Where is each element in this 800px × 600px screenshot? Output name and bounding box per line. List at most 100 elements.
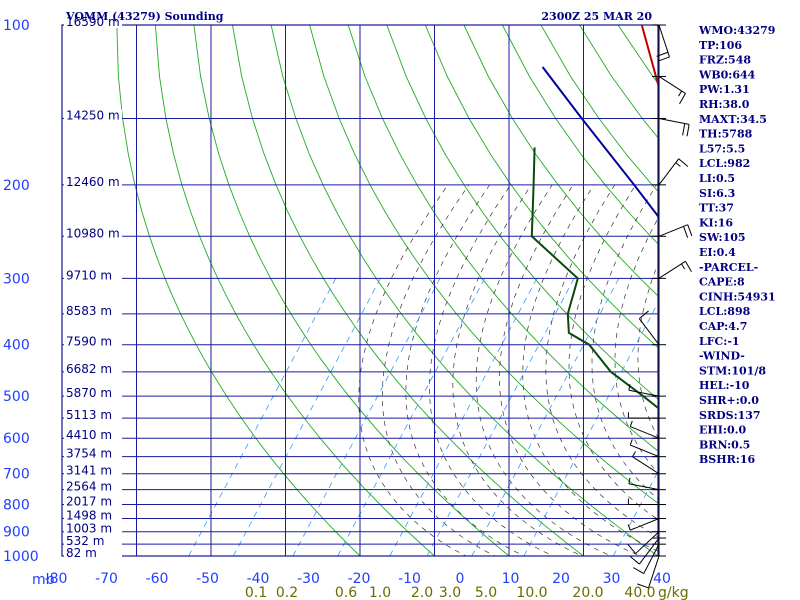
mixing-ratio-tick-label: 3.0 [439,585,461,600]
sounding-index-item: WB0:644 [698,68,756,81]
wind-barb [627,498,659,506]
height-label-bg [64,335,122,348]
sounding-index-item: SHR+:0.0 [699,394,759,407]
temperature-tick-label: -40 [247,571,270,587]
height-label-bg [64,387,122,400]
wind-barb-staff [658,260,686,279]
chart-time: 2300Z 25 MAR 20 [541,10,652,23]
height-tick-label: 1498 m [66,509,112,523]
moist-adiabat-line [358,184,467,556]
height-tick-label: 7590 m [66,335,112,349]
pressure-tick-label: 300 [3,271,30,287]
moist-adiabat-line [568,184,658,521]
wind-barb-flag [629,420,633,427]
height-label-bg [64,522,122,535]
wind-barb-staff [648,555,660,589]
wind-barb [658,118,690,137]
mixing-ratio-tick-label: 1.0 [369,585,391,600]
wind-barb [637,555,660,589]
wind-barb-flag [687,224,693,237]
pressure-tick-label: 600 [3,431,30,447]
wind-barb [627,518,660,531]
moist-adiabat-line [452,184,584,556]
wind-barb [628,384,660,397]
wind-barb-flag [679,93,686,105]
sounding-index-item: EHI:0.0 [699,424,746,437]
wind-barb [656,24,670,62]
dry-adiabat-line [772,25,800,567]
mixing-ratio-line [389,278,538,556]
height-tick-label: 6682 m [66,362,112,376]
height-label-bg [64,304,122,317]
sounding-index-item: CAPE:8 [699,276,745,289]
moist-adiabat-line [637,262,658,439]
height-label-bg [64,509,122,522]
wind-barb-staff [638,537,660,565]
sounding-index-item: SW:105 [699,231,746,244]
wind-barb-staff [658,224,688,237]
height-tick-label: 1003 m [66,522,112,536]
sounding-index-item: BRN:0.5 [699,438,750,451]
sounding-index-item: -WIND- [699,350,745,363]
wind-barb [658,76,686,105]
pressure-tick-label: 100 [3,18,30,34]
sounding-index-item: TH:5788 [699,128,753,141]
wind-barb [629,537,660,565]
temperature-tick-label: 40 [653,571,671,587]
wind-barb-flag [627,524,631,531]
wind-barb-flag [632,451,636,457]
wind-barb-flag [629,439,633,446]
sounding-index-item: BSHR:16 [699,453,755,466]
temperature-tick-label: -80 [45,571,68,587]
wind-barb-flag [683,226,689,238]
wind-barb-flag [685,261,692,272]
height-tick-label: 12460 m [66,175,120,189]
pressure-tick-label: 400 [3,338,30,354]
mixing-ratio-unit-label: g/kg [658,585,689,600]
wind-barb-flag [675,162,681,167]
wind-barb-flag [633,567,644,575]
wind-barb-flag [678,90,683,97]
wind-barb-flag [628,477,631,484]
mixing-ratio-tick-label: 0.1 [245,585,267,600]
height-tick-label: 8583 m [66,304,112,318]
height-label-bg [64,480,122,493]
height-label-bg [64,409,122,422]
dry-adiabat-line [232,25,585,556]
height-label-bg [64,495,122,508]
wind-barb-staff [658,76,686,94]
background-lines [116,25,800,567]
wind-barb-staff [632,456,660,475]
moist-adiabat-line [381,184,496,556]
moist-adiabat-line [475,184,613,556]
mixing-ratio-tick-label: 10.0 [516,585,547,600]
wind-barb-flag [656,51,669,57]
height-label-bg [64,535,122,548]
wind-barb-flag [682,123,686,136]
wind-barb-flag [629,555,640,565]
moist-adiabat-line [545,184,658,538]
dry-adiabat-line [270,25,658,556]
height-tick-label: 3141 m [66,464,112,478]
height-label-bg [64,175,122,188]
height-tick-label: 9710 m [66,268,112,282]
pressure-tick-label: 700 [3,467,30,483]
mixing-ratio-tick-label: 20.0 [572,585,603,600]
sounding-index-item: -PARCEL- [699,261,758,274]
sounding-index-item: WMO:43279 [698,24,775,37]
height-tick-label: 3754 m [66,447,112,461]
mixing-ratio-line [232,278,381,556]
wind-barb-staff [630,444,660,458]
wind-barb [628,477,660,491]
sounding-index-item: FRZ:548 [699,54,751,67]
wind-barb [638,310,660,345]
height-tick-label: 4410 m [66,428,112,442]
moist-adiabat-line [522,184,658,552]
temperature-tick-label: -60 [146,571,169,587]
sounding-index-item: CINH:54931 [699,290,776,303]
sounding-index-item: LCL:982 [699,157,750,170]
wind-barb [629,439,660,458]
